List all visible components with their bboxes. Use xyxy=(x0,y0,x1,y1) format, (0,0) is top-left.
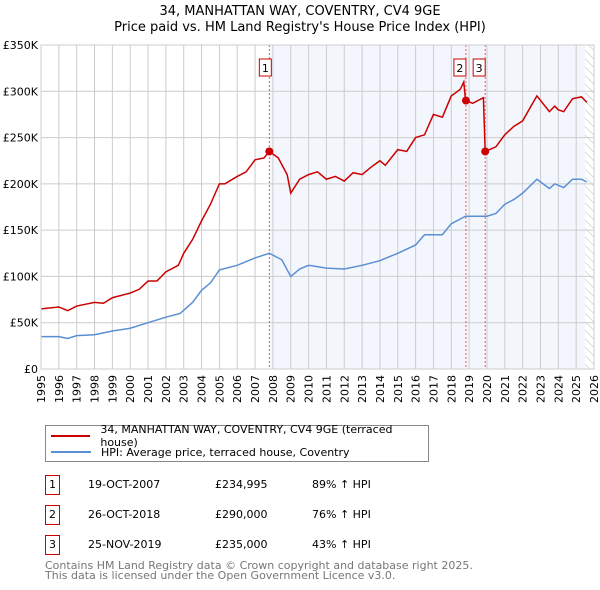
y-tick-label: £250K xyxy=(3,132,39,145)
chart-title: 34, MANHATTAN WAY, COVENTRY, CV4 9GE xyxy=(159,4,441,19)
marker-badge: 3 xyxy=(45,535,60,555)
x-tick-label: 2017 xyxy=(427,375,440,403)
x-tick-label: 2018 xyxy=(445,375,458,403)
transaction-price: £290,000 xyxy=(215,508,268,521)
hatched-forecast-region xyxy=(585,45,594,369)
x-tick-label: 2009 xyxy=(285,375,298,403)
transaction-hpi: 43% ↑ HPI xyxy=(312,538,371,551)
x-tick-label: 2001 xyxy=(142,375,155,403)
x-tick-label: 2023 xyxy=(534,375,547,403)
legend: 34, MANHATTAN WAY, COVENTRY, CV4 9GE (te… xyxy=(45,423,429,462)
x-tick-label: 2012 xyxy=(338,375,351,403)
transaction-hpi: 76% ↑ HPI xyxy=(312,508,371,521)
legend-item-hpi: HPI: Average price, terraced house, Cove… xyxy=(46,444,350,460)
sale-point xyxy=(481,147,490,156)
transaction-date: 26-OCT-2018 xyxy=(88,508,161,521)
x-tick-label: 2004 xyxy=(196,375,209,403)
series-line xyxy=(41,178,588,340)
marker-badge: 1 xyxy=(45,475,60,495)
plot-frame xyxy=(40,44,595,370)
x-tick-label: 2021 xyxy=(499,375,512,403)
y-tick-label: £300K xyxy=(3,85,39,98)
x-tick-label: 2000 xyxy=(124,375,137,403)
sale-label-box xyxy=(258,58,272,77)
sale-label: 3 xyxy=(476,62,483,75)
x-tick-label: 1996 xyxy=(53,375,66,403)
x-tick-label: 2014 xyxy=(374,375,387,403)
x-tick-label: 2008 xyxy=(267,375,280,403)
x-tick-label: 2013 xyxy=(356,375,369,403)
shaded-region xyxy=(269,45,586,369)
sale-point xyxy=(265,147,274,156)
y-tick-label: £150K xyxy=(3,224,39,237)
y-tick-label: £350K xyxy=(3,39,39,52)
transaction-date: 19-OCT-2007 xyxy=(88,478,161,491)
x-tick-label: 2022 xyxy=(517,375,530,403)
footer-licence: This data is licensed under the Open Gov… xyxy=(45,569,396,582)
y-tick-label: £200K xyxy=(3,178,39,191)
x-tick-label: 1998 xyxy=(89,375,102,403)
x-tick-label: 2024 xyxy=(552,375,565,403)
transaction-date: 25-NOV-2019 xyxy=(88,538,162,551)
chart-subtitle: Price paid vs. HM Land Registry's House … xyxy=(114,20,486,35)
x-tick-label: 2005 xyxy=(213,375,226,403)
marker-badge: 2 xyxy=(45,505,60,525)
x-tick-label: 1995 xyxy=(35,375,48,403)
x-tick-label: 2019 xyxy=(463,375,476,403)
x-tick-label: 2020 xyxy=(481,375,494,403)
series-line xyxy=(40,79,588,312)
x-tick-label: 2002 xyxy=(160,375,173,403)
sale-label-box xyxy=(472,58,486,77)
sale-label-box xyxy=(453,58,467,77)
legend-label: 34, MANHATTAN WAY, COVENTRY, CV4 9GE (te… xyxy=(100,423,393,449)
legend-label: HPI: Average price, terraced house, Cove… xyxy=(101,445,350,459)
x-tick-label: 2015 xyxy=(392,375,405,403)
sale-point xyxy=(461,96,470,105)
transaction-price: £234,995 xyxy=(215,478,268,491)
x-tick-label: 2026 xyxy=(588,375,600,403)
transaction-hpi: 89% ↑ HPI xyxy=(312,478,371,491)
x-tick-label: 2010 xyxy=(303,375,316,403)
transaction-row: 2 26-OCT-2018 £290,000 76% ↑ HPI xyxy=(45,505,465,525)
price-chart: 1995 1996 1997 1998 1999 2000 2001 2002 2003 2004… xyxy=(3,39,600,403)
blue-line-icon xyxy=(51,451,91,453)
transaction-price: £235,000 xyxy=(215,538,268,551)
x-tick-label: 2006 xyxy=(231,375,244,403)
x-tick-label: 2025 xyxy=(570,375,583,403)
red-line-icon xyxy=(51,435,91,437)
y-tick-label: £50K xyxy=(10,317,39,330)
x-tick-label: 2007 xyxy=(249,375,262,403)
legend-item-property: 34, MANHATTAN WAY, COVENTRY, CV4 9GE (te… xyxy=(46,423,428,449)
sale-label: 1 xyxy=(262,62,269,75)
transaction-row: 3 25-NOV-2019 £235,000 43% ↑ HPI xyxy=(45,535,465,555)
footer-copyright: Contains HM Land Registry data © Crown c… xyxy=(45,559,473,572)
x-tick-label: 2011 xyxy=(320,375,333,403)
x-tick-label: 2016 xyxy=(410,375,423,403)
y-tick-label: £100K xyxy=(3,270,39,283)
y-tick-label: £0 xyxy=(24,363,38,376)
x-tick-label: 2003 xyxy=(178,375,191,403)
x-tick-label: 1999 xyxy=(106,375,119,403)
x-tick-label: 1997 xyxy=(71,375,84,403)
sale-label: 2 xyxy=(456,62,463,75)
transaction-row: 1 19-OCT-2007 £234,995 89% ↑ HPI xyxy=(45,475,465,495)
